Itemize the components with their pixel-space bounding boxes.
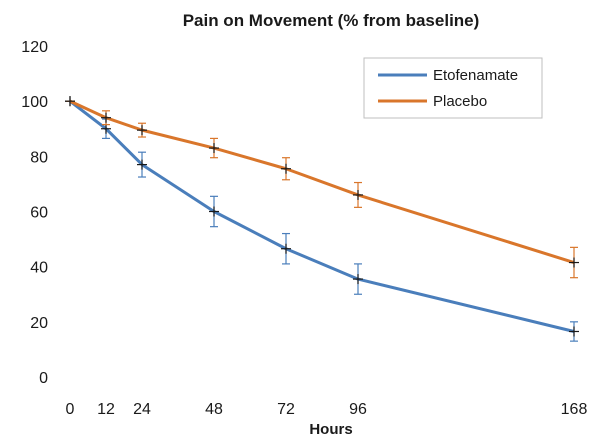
x-tick-label: 96 (349, 401, 367, 418)
data-point (101, 112, 111, 123)
x-tick-label: 12 (97, 401, 115, 418)
series-line-etofenamate (69, 99, 575, 333)
data-point (101, 123, 111, 134)
data-point (137, 159, 147, 170)
data-point (65, 96, 75, 107)
y-tick-label: 0 (39, 370, 48, 387)
x-axis-title: Hours (309, 421, 352, 438)
data-point (353, 189, 363, 200)
x-tick-label: 168 (561, 401, 588, 418)
y-tick-label: 40 (30, 260, 48, 277)
series-placebo (65, 96, 579, 279)
y-tick-label: 20 (30, 315, 48, 332)
legend-box (363, 57, 543, 119)
y-axis: 0 20 40 60 80 100 120 (21, 39, 48, 387)
legend: Etofenamate Placebo (363, 57, 543, 119)
y-tick-label: 80 (30, 149, 48, 166)
data-point (569, 257, 579, 268)
y-tick-label: 60 (30, 205, 48, 222)
legend-label-placebo: Placebo (433, 93, 487, 110)
x-tick-label: 48 (205, 401, 223, 418)
data-point (281, 243, 291, 254)
x-tick-label: 0 (66, 401, 75, 418)
data-point (137, 125, 147, 136)
x-axis: 0 12 24 48 72 96 168 (66, 401, 588, 418)
data-point (209, 206, 219, 217)
chart-title: Pain on Movement (% from baseline) (183, 11, 480, 30)
legend-label-etofenamate: Etofenamate (433, 67, 518, 84)
series-group (65, 96, 579, 342)
y-tick-label: 100 (21, 94, 48, 111)
data-point (209, 143, 219, 154)
series-line-placebo (69, 99, 575, 264)
data-point (281, 163, 291, 174)
y-tick-label: 120 (21, 39, 48, 56)
x-tick-label: 24 (133, 401, 151, 418)
data-point (353, 274, 363, 285)
data-point (569, 326, 579, 337)
x-tick-label: 72 (277, 401, 295, 418)
